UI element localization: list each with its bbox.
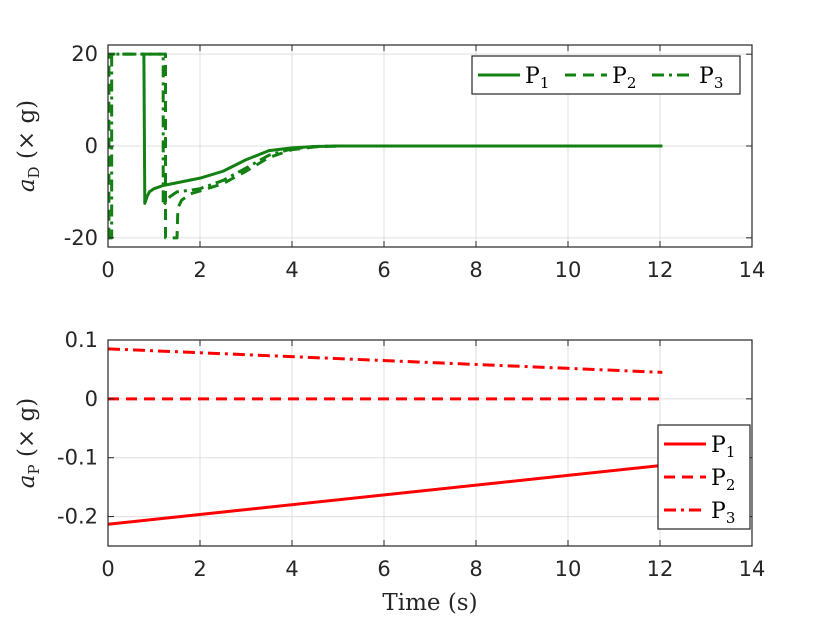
x-tick-label: 2 bbox=[193, 557, 206, 581]
series-line-p3 bbox=[108, 347, 663, 374]
x-tick-label: 4 bbox=[285, 258, 298, 282]
y-tick-label: 0.1 bbox=[65, 328, 98, 352]
series-line-p1 bbox=[108, 463, 663, 526]
y-tick-label: 20 bbox=[71, 42, 98, 66]
bottom-panel-aP: 0 2 4 6 8 10 12 14 -0.2 -0.1 0 0.1 aP (× g) Time (s) P… bbox=[14, 328, 765, 616]
legend-label-p2: P2 bbox=[711, 466, 735, 494]
legend-label-p1: P1 bbox=[525, 64, 549, 92]
x-tick-label: 6 bbox=[377, 258, 390, 282]
x-tick-label: 12 bbox=[647, 258, 674, 282]
legend-label-p3: P3 bbox=[699, 64, 723, 92]
legend: P1 P2 P3 bbox=[657, 424, 751, 530]
x-tick-label: 2 bbox=[193, 258, 206, 282]
x-tick-label: 14 bbox=[739, 557, 766, 581]
x-tick-label: 12 bbox=[647, 557, 674, 581]
x-axis-label: Time (s) bbox=[382, 590, 477, 616]
x-tick-label: 10 bbox=[555, 557, 582, 581]
x-tick-label: 0 bbox=[101, 557, 114, 581]
series-line-p3 bbox=[108, 52, 663, 240]
x-tick-label: 0 bbox=[101, 258, 114, 282]
y-tick-label: -20 bbox=[64, 226, 98, 250]
axes-frame bbox=[107, 339, 753, 547]
y-tick-label: -0.1 bbox=[57, 446, 98, 470]
legend-label-p3: P3 bbox=[711, 499, 735, 527]
x-tick-label: 8 bbox=[469, 557, 482, 581]
y-axis-label: aP (× g) bbox=[14, 398, 43, 488]
x-tick-label: 4 bbox=[285, 557, 298, 581]
y-tick-label: 0 bbox=[85, 387, 98, 411]
x-tick-label: 6 bbox=[377, 557, 390, 581]
x-tick-label: 10 bbox=[555, 258, 582, 282]
legend: P1 P2 P3 bbox=[471, 55, 741, 95]
x-tick-label: 14 bbox=[739, 258, 766, 282]
legend-label-p1: P1 bbox=[711, 433, 735, 461]
legend-label-p2: P2 bbox=[612, 64, 636, 92]
y-tick-label: 0 bbox=[85, 134, 98, 158]
series-line-p2 bbox=[108, 52, 663, 240]
y-axis-label: aD (× g) bbox=[14, 100, 43, 192]
y-tick-label: -0.2 bbox=[57, 505, 98, 529]
x-tick-label: 8 bbox=[469, 258, 482, 282]
